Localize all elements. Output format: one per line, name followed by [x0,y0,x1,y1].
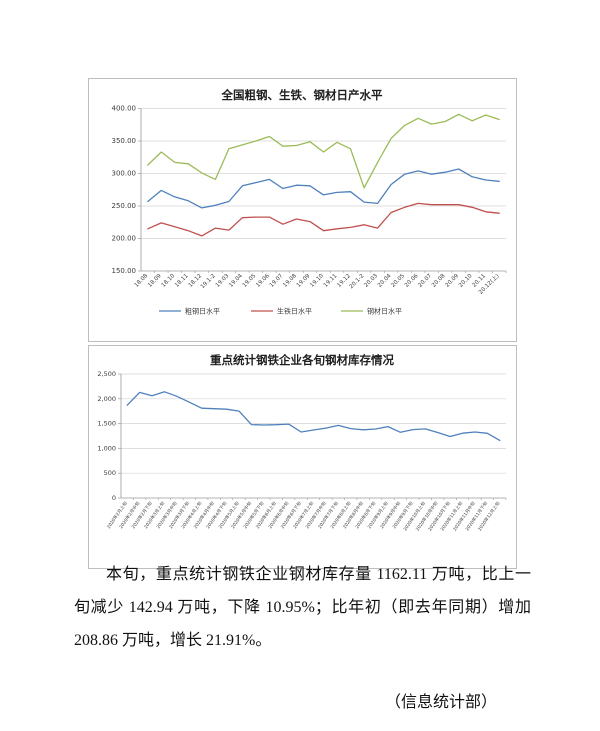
x-tick-label: 20.09 [445,273,461,289]
gridlines [121,373,506,474]
y-tick-label: 200.00 [112,235,137,243]
signature-text: （信息统计部） [384,694,497,711]
chart-title: 全国粗钢、生铁、钢材日产水平 [221,88,383,102]
legend: 粗钢日水平 生铁日水平 钢材日水平 [159,307,402,316]
y-tick-label: 300.00 [112,170,137,178]
x-tick-label: 20.03 [363,273,379,289]
x-tick-label: 18.11 [174,273,190,289]
y-tick-label: 150.00 [112,267,137,275]
chart-canvas: 150.00 200.00 250.00 300.00 350.00 400.00 18.0… [112,105,507,316]
x-tick-label: 20.04 [377,273,393,289]
legend-label: 生铁日水平 [277,307,312,316]
summary-paragraph: 本旬，重点统计钢铁企业钢材库存量 1162.11 万吨，比上一旬减少 142.9… [74,566,531,649]
y-axis-labels: 0 500 1,000 1,500 2,000 2,500 [97,370,121,502]
x-tick-label: 18.08 [134,273,150,289]
series-line [147,202,500,237]
production-chart-box: 全国粗钢、生铁、钢材日产水平 150.00 200.00 250.00 300.00 3… [88,78,517,342]
legend-label: 钢材日水平 [367,307,402,316]
x-tick-label: 19.06 [255,273,271,289]
x-tick-label: 19.1-2 [200,273,217,290]
department-signature: （信息统计部） [74,688,531,712]
y-tick-label: 2,000 [97,395,116,403]
x-tick-label: 19.04 [228,273,244,289]
y-tick-label: 2,500 [97,370,116,378]
x-tick-label: 19.10 [309,273,325,289]
x-tick-label: 18.10 [161,273,177,289]
y-tick-label: 250.00 [112,202,137,210]
y-tick-label: 1,000 [97,444,116,452]
production-chart: 全国粗钢、生铁、钢材日产水平 150.00 200.00 250.00 300.00 3… [112,88,507,316]
x-tick-label: 20.05 [390,273,406,289]
x-tick-label: 19.07 [269,273,285,289]
series-line [126,391,501,442]
inventory-chart-box: 重点统计钢铁企业各旬钢材库存情况 0 500 1,000 1,500 2,000 2,50… [88,345,517,569]
x-tick-label: 20.06 [404,273,420,289]
x-tick-label: 20.08 [431,273,447,289]
x-tick-label: 19.11 [323,273,339,289]
y-tick-label: 500 [104,469,116,477]
gridlines [141,108,506,239]
series-line [147,113,500,189]
chart-canvas: 0 500 1,000 1,500 2,000 2,500 2020年2月上旬2020年2月… [97,370,507,532]
x-tick-label: 18.09 [147,273,163,289]
x-tick-label: 20.1-2 [349,273,366,290]
inventory-chart: 重点统计钢铁企业各旬钢材库存情况 0 500 1,000 1,500 2,000 2,50… [97,353,507,532]
legend-label: 粗钢日水平 [185,307,220,316]
series-line [147,168,500,209]
x-tick-label: 20.07 [417,273,433,289]
y-tick-label: 1,500 [97,420,116,428]
x-tick-label: 20.10 [458,273,474,289]
x-tick-label: 19.09 [296,273,312,289]
x-tick-label: 19.08 [282,273,298,289]
x-axis-labels: 2020年2月上旬2020年2月中旬2020年2月下旬2020年3月上旬2020… [105,498,507,532]
y-tick-label: 350.00 [112,137,137,145]
x-tick-label: 19.03 [215,273,231,289]
chart-title: 重点统计钢铁企业各旬钢材库存情况 [210,353,394,367]
y-tick-label: 400.00 [112,105,137,113]
x-tick-label: 19.05 [242,273,258,289]
y-tick-label: 0 [112,494,116,502]
y-axis-labels: 150.00 200.00 250.00 300.00 350.00 400.00 [112,105,141,275]
x-axis-labels: 18.0818.0918.1018.1118.1219.1-219.0319.0… [134,271,507,296]
